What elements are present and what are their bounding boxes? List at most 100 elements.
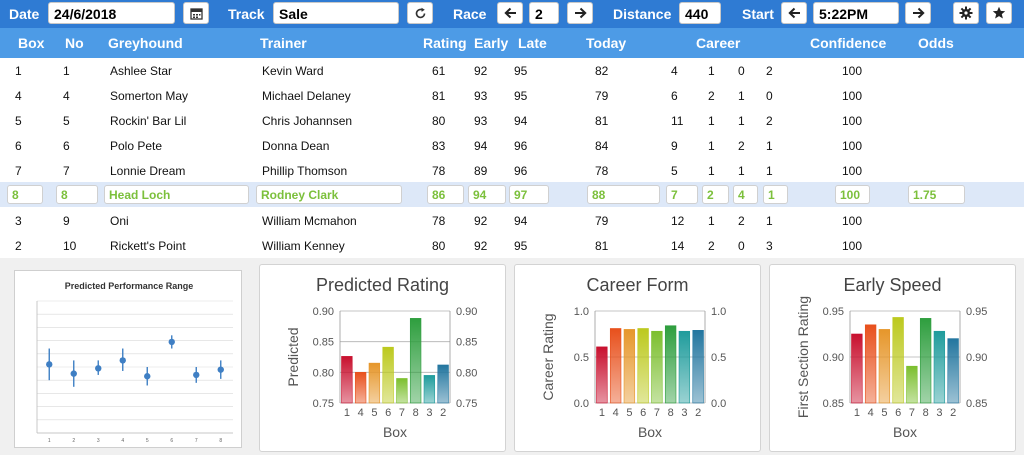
race-next-button[interactable] — [567, 2, 593, 24]
bar — [651, 330, 663, 404]
x-tick-label: 3 — [681, 407, 687, 419]
y-tick-label: 0.85 — [456, 337, 477, 349]
calendar-button[interactable] — [183, 2, 209, 24]
col-career[interactable]: Career — [696, 35, 741, 51]
x-tick-label: 6 — [385, 407, 391, 419]
y-tick-label: 1.0 — [574, 306, 589, 318]
y-tick-label: 0.95 — [966, 306, 987, 318]
table-row[interactable]: 4 4 Somerton May Michael Delaney 81 93 9… — [15, 89, 863, 103]
x-tick-label: 1 — [48, 438, 51, 444]
y-axis-label: First Section Rating — [795, 296, 811, 418]
predicted-rating-plot: 0.75 0.75 0.80 0.80 0.85 0.85 0.90 0.90 1 4 5 6 7 8 3 2… — [285, 306, 477, 440]
data-point — [46, 361, 53, 368]
x-tick-label: 5 — [371, 407, 377, 419]
col-late[interactable]: Late — [518, 35, 547, 51]
bar — [368, 362, 381, 404]
bar — [919, 318, 932, 404]
y-tick-label: 0.80 — [456, 367, 477, 379]
date-field[interactable]: 24/6/2018 — [48, 2, 175, 24]
x-tick-label: 5 — [881, 407, 887, 419]
y-axis-label: Predicted — [285, 327, 301, 386]
start-next-button[interactable] — [905, 2, 931, 24]
col-no[interactable]: No — [65, 35, 84, 51]
col-trainer[interactable]: Trainer — [260, 35, 307, 51]
x-tick-label: 7 — [195, 438, 198, 444]
y-tick-label: 0.85 — [823, 398, 844, 410]
y-tick-label: 0.5 — [711, 352, 726, 364]
data-point — [95, 365, 102, 372]
bar — [437, 364, 449, 404]
col-box[interactable]: Box — [18, 35, 45, 51]
x-tick-label: 4 — [121, 438, 124, 444]
y-tick-label: 0.0 — [711, 398, 726, 410]
bar — [933, 330, 946, 404]
col-early[interactable]: Early — [474, 35, 509, 51]
table-header: Box No Greyhound Trainer Rating Early La… — [0, 28, 1024, 58]
bar — [596, 346, 608, 404]
chart-title: Predicted Rating — [315, 275, 450, 295]
y-tick-label: 0.90 — [823, 352, 844, 364]
y-tick-label: 0.95 — [823, 306, 844, 318]
col-greyhound[interactable]: Greyhound — [108, 35, 183, 51]
col-today[interactable]: Today — [586, 35, 627, 51]
x-tick-label: 8 — [413, 407, 419, 419]
x-tick-label: 3 — [426, 407, 432, 419]
table-row[interactable]: 2 10 Rickett's Point William Kenney 80 9… — [15, 239, 863, 253]
calendar-icon — [189, 7, 203, 20]
track-field[interactable]: Sale — [273, 2, 399, 24]
x-tick-label: 4 — [868, 407, 874, 419]
arrow-right-icon — [574, 7, 587, 19]
arrow-left-icon — [503, 7, 516, 19]
col-rating[interactable]: Rating — [423, 35, 467, 51]
favorite-button[interactable] — [986, 2, 1012, 24]
x-tick-label: 7 — [909, 407, 915, 419]
table-row[interactable]: 6 6 Polo Pete Donna Dean 83 94 96 84 9 1… — [15, 139, 863, 153]
refresh-icon — [415, 7, 425, 18]
x-tick-label: 4 — [613, 407, 619, 419]
y-axis-label: Career Rating — [540, 313, 556, 400]
y-tick-label: 0.80 — [313, 367, 334, 379]
table-row[interactable]: 3 9 Oni William Mcmahon 78 92 94 79 12 1… — [15, 214, 863, 228]
track-label: Track — [228, 6, 265, 22]
x-tick-label: 5 — [626, 407, 632, 419]
x-tick-label: 6 — [170, 438, 173, 444]
race-prev-button[interactable] — [497, 2, 523, 24]
chart-title: Early Speed — [843, 275, 942, 295]
col-odds[interactable]: Odds — [918, 35, 954, 51]
x-tick-label: 4 — [358, 407, 364, 419]
bar — [423, 375, 436, 404]
x-tick-label: 3 — [936, 407, 942, 419]
bar — [382, 346, 394, 404]
distance-field[interactable]: 440 — [679, 2, 721, 24]
bar — [354, 372, 367, 404]
bar — [906, 365, 918, 404]
bar — [341, 356, 353, 404]
settings-button[interactable] — [953, 2, 979, 24]
start-time-field[interactable]: 5:22PM — [813, 2, 899, 24]
y-tick-label: 0.75 — [313, 398, 334, 410]
table-row[interactable]: 7 7 Lonnie Dream Phillip Thomson 78 89 9… — [15, 164, 863, 178]
x-tick-label: 7 — [654, 407, 660, 419]
x-tick-label: 8 — [923, 407, 929, 419]
x-tick-label: 3 — [97, 438, 100, 444]
date-label: Date — [9, 6, 40, 22]
y-tick-label: 0.5 — [574, 352, 589, 364]
refresh-button[interactable] — [407, 2, 433, 24]
race-field[interactable]: 2 — [529, 2, 559, 24]
x-tick-label: 2 — [950, 407, 956, 419]
table-row[interactable]: 5 5 Rockin' Bar Lil Chris Johannsen 80 9… — [15, 114, 863, 128]
bar — [609, 328, 622, 404]
start-prev-button[interactable] — [781, 2, 807, 24]
table-row[interactable]: 1 1 Ashlee Star Kevin Ward 61 92 95 82 4… — [15, 64, 863, 78]
x-tick-label: 5 — [146, 438, 149, 444]
early-speed-chart: Early Speed 0.85 0.85 0.90 0.90 0.95 0.95 1 4 5 6… — [769, 264, 1016, 452]
race-label: Race — [453, 6, 487, 22]
x-tick-label: 2 — [440, 407, 446, 419]
table-row-selected[interactable]: 8 8 Head Loch Rodney Clark 86 94 97 88 7… — [0, 182, 1024, 207]
star-icon — [992, 6, 1006, 19]
y-tick-label: 0.0 — [574, 398, 589, 410]
bar — [892, 317, 904, 404]
gear-icon — [959, 6, 973, 20]
col-confidence[interactable]: Confidence — [810, 35, 887, 51]
x-axis-label: Box — [638, 424, 662, 440]
